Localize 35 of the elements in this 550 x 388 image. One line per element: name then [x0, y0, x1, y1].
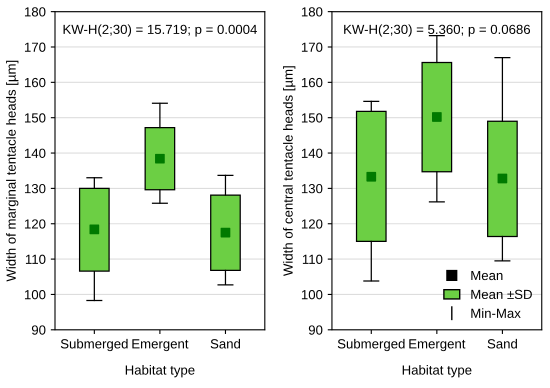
- annotation: KW-H(2;30) = 5.360; p = 0.0686: [344, 24, 530, 37]
- y-tick-label: 130: [302, 184, 322, 194]
- y-tick-label: 100: [302, 290, 322, 300]
- y-tick-label: 130: [24, 184, 46, 194]
- y-tick-label: 120: [302, 219, 322, 229]
- x-tick-label: Emergent: [409, 339, 466, 352]
- y-axis-title: Width of central tentacle heads [µm]: [283, 66, 296, 276]
- y-tick-label: 110: [302, 254, 322, 264]
- y-tick-label: 90: [32, 325, 46, 335]
- y-tick-label: 140: [24, 148, 46, 158]
- annotation: Min-Max: [471, 308, 521, 318]
- y-tick-label: 180: [24, 7, 46, 17]
- x-axis-title: Habitat type: [126, 365, 195, 378]
- y-tick-label: 180: [302, 7, 322, 17]
- y-tick-label: 150: [302, 113, 322, 123]
- y-tick-label: 110: [26, 254, 46, 264]
- y-tick-label: 170: [302, 42, 322, 52]
- x-axis-title: Habitat type: [402, 365, 472, 378]
- y-axis-title: Width of marginal tentacle heads [µm]: [6, 60, 18, 282]
- x-tick-label: Submerged: [338, 338, 405, 352]
- annotation: KW-H(2;30) = 15.719; p = 0.0004: [64, 24, 257, 37]
- x-tick-label: Sand: [210, 338, 240, 349]
- y-tick-label: 120: [24, 219, 46, 229]
- y-tick-label: 100: [24, 290, 46, 300]
- annotation: Mean: [471, 270, 502, 280]
- y-tick-label: 160: [24, 78, 46, 88]
- annotation: Mean ±SD: [471, 290, 532, 300]
- x-tick-label: Emergent: [132, 339, 188, 352]
- y-tick-label: 160: [302, 78, 322, 88]
- y-tick-label: 140: [302, 148, 322, 158]
- x-tick-label: Submerged: [60, 338, 128, 352]
- x-tick-label: Sand: [488, 338, 517, 349]
- y-tick-label: 90: [308, 325, 322, 335]
- y-tick-label: 150: [24, 113, 46, 123]
- y-tick-label: 170: [24, 42, 46, 52]
